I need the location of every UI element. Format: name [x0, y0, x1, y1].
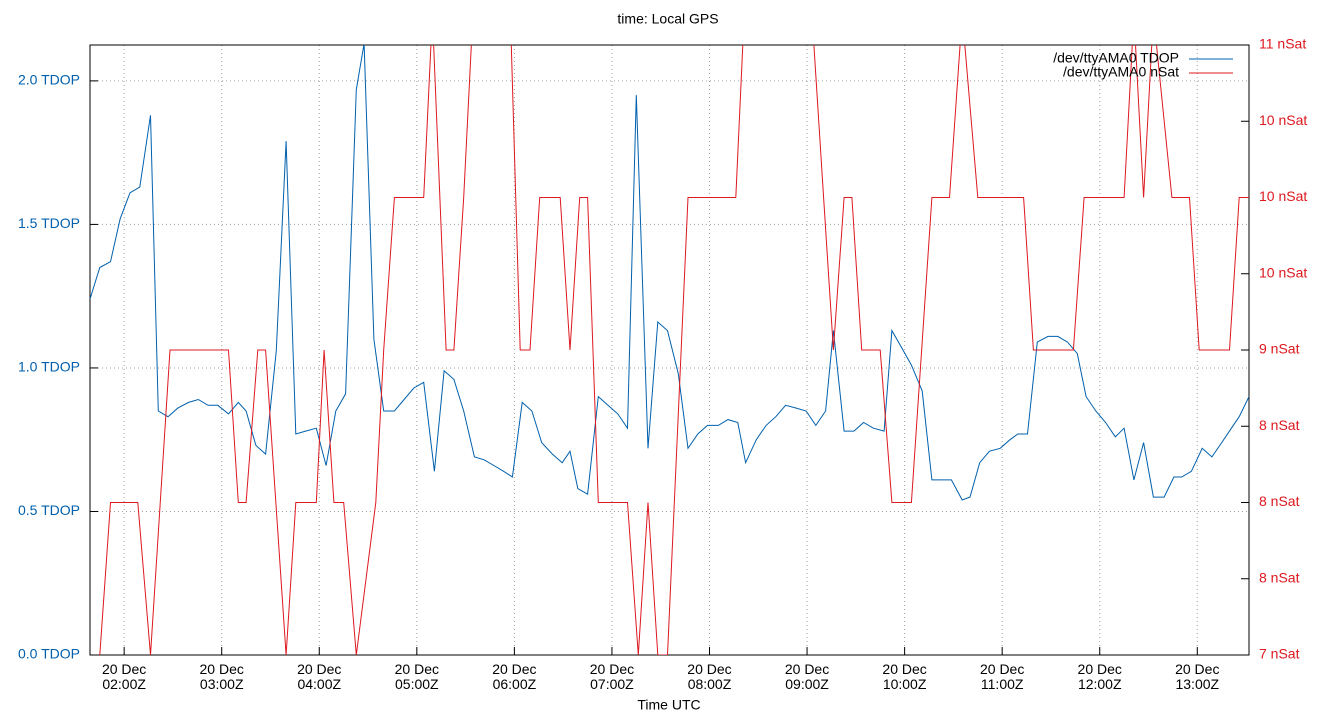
legend-label: /dev/ttyAMA0 TDOP [1053, 50, 1179, 66]
x-tick-label: 20 Dec 03:00Z [199, 661, 244, 692]
y2-tick-label: 9 nSat [1259, 341, 1300, 357]
y2-tick-label: 8 nSat [1259, 569, 1300, 585]
plot-border [89, 44, 1250, 656]
legend-label: /dev/ttyAMA0 nSat [1063, 64, 1179, 80]
x-tick-label: 20 Dec 10:00Z [882, 661, 927, 692]
y2-tick-label: 11 nSat [1259, 36, 1306, 52]
x-tick-label: 20 Dec 08:00Z [687, 661, 732, 692]
y2-tick-label: 10 nSat [1259, 112, 1307, 128]
y-tick-label: 1.5 TDOP [18, 215, 80, 231]
x-axis-label: Time UTC [637, 697, 700, 713]
y2-tick-label: 8 nSat [1259, 493, 1300, 509]
y2-tick-label: 7 nSat [1259, 646, 1300, 662]
y2-tick-label: 10 nSat [1259, 264, 1307, 280]
y2-tick-label: 8 nSat [1259, 417, 1300, 433]
y2-tick-label: 10 nSat [1259, 188, 1307, 204]
x-tick-label: 20 Dec 06:00Z [492, 661, 537, 692]
x-tick-label: 20 Dec 04:00Z [297, 661, 342, 692]
x-tick-label: 20 Dec 05:00Z [394, 661, 439, 692]
y-tick-label: 0.0 TDOP [18, 646, 80, 662]
x-tick-label: 20 Dec 13:00Z [1175, 661, 1220, 692]
plot-area [90, 45, 1249, 655]
chart-title: time: Local GPS [617, 11, 718, 27]
x-tick-label: 20 Dec 02:00Z [101, 661, 147, 692]
y-tick-label: 2.0 TDOP [18, 72, 80, 88]
y-tick-label: 1.0 TDOP [18, 359, 80, 375]
x-tick-label: 20 Dec 07:00Z [589, 661, 635, 692]
x-tick-label: 20 Dec 09:00Z [784, 661, 830, 692]
y-tick-label: 0.5 TDOP [18, 502, 80, 518]
x-tick-label: 20 Dec 12:00Z [1077, 661, 1122, 692]
x-tick-label: 20 Dec 11:00Z [979, 661, 1025, 692]
series-line [90, 45, 1249, 501]
series-line [99, 45, 1249, 655]
